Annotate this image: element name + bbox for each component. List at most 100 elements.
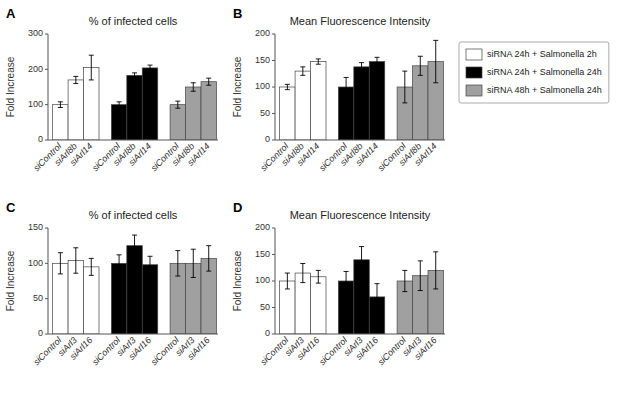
bar	[68, 80, 83, 140]
error-bar	[117, 102, 122, 108]
error-cap	[359, 71, 364, 72]
x-axis	[275, 334, 445, 335]
y-tick	[45, 228, 48, 229]
error-cap	[316, 64, 321, 65]
error-line	[404, 270, 405, 291]
y-axis-label: Fold Increase	[232, 56, 243, 117]
error-cap	[344, 290, 349, 291]
bar	[295, 71, 310, 140]
y-tick	[272, 281, 275, 282]
error-line	[75, 248, 76, 273]
error-cap	[206, 85, 211, 86]
panel: 050100150200siControlsiArl3siArl16siCont…	[232, 200, 445, 367]
error-cap	[300, 75, 305, 76]
legend-swatch	[466, 85, 482, 96]
panel-label: C	[6, 200, 16, 215]
title: Mean Fluorescence Intensity	[290, 209, 431, 221]
error-cap	[316, 270, 321, 271]
y-tick	[45, 334, 48, 335]
y-tick-label: 300	[28, 28, 43, 38]
error-cap	[375, 57, 380, 58]
error-line	[377, 57, 378, 65]
error-cap	[418, 75, 423, 76]
error-cap	[191, 82, 196, 83]
chart-canvas: 0100200300siControlsiArl8bsiArl14siContr…	[0, 0, 628, 411]
error-cap	[132, 256, 137, 257]
error-bar	[58, 253, 63, 274]
y-tick-label: 150	[255, 249, 270, 259]
y-tick	[272, 87, 275, 88]
x-tick-label: siArl16	[68, 335, 95, 362]
error-bar	[148, 256, 153, 273]
error-cap	[300, 282, 305, 283]
x-axis	[48, 140, 218, 141]
y-tick	[272, 254, 275, 255]
error-cap	[316, 283, 321, 284]
error-cap	[73, 83, 78, 84]
error-cap	[433, 251, 438, 252]
error-line	[302, 264, 303, 283]
error-line	[119, 255, 120, 272]
y-tick-label: 50	[260, 302, 270, 312]
error-bar	[132, 73, 137, 78]
error-cap	[433, 288, 438, 289]
bar	[311, 277, 326, 334]
y-axis-label: Fold Increase	[232, 250, 243, 311]
error-cap	[148, 65, 153, 66]
legend-frame	[459, 42, 609, 103]
y-tick-label: 100	[28, 258, 43, 268]
x-tick-label: siArl14	[185, 141, 212, 168]
error-cap	[433, 82, 438, 83]
error-line	[60, 253, 61, 274]
x-tick-label: siArl14	[412, 141, 439, 168]
y-tick	[272, 307, 275, 308]
panel: 050100150siControlsiArl3siArl16siControl…	[5, 200, 218, 367]
y-tick	[272, 228, 275, 229]
error-cap	[359, 62, 364, 63]
error-line	[346, 77, 347, 96]
error-bar	[418, 56, 423, 75]
error-cap	[89, 79, 94, 80]
y-axis	[48, 228, 49, 334]
panel: 050100150200siControlsiArl8bsiArl14siCon…	[232, 6, 445, 173]
error-cap	[206, 245, 211, 246]
error-cap	[285, 273, 290, 274]
error-line	[346, 271, 347, 290]
bar	[53, 105, 68, 140]
y-axis-label: Fold Increase	[5, 56, 16, 117]
error-cap	[191, 249, 196, 250]
panel: 0100200300siControlsiArl8bsiArl14siContr…	[5, 6, 218, 173]
plot-area	[280, 40, 444, 140]
error-bar	[175, 101, 180, 108]
y-tick-label: 0	[265, 328, 270, 338]
error-line	[404, 71, 405, 103]
y-tick-label: 150	[28, 222, 43, 232]
error-cap	[58, 273, 63, 274]
error-line	[318, 59, 319, 64]
error-cap	[316, 58, 321, 59]
plot-area	[53, 55, 217, 140]
error-line	[420, 261, 421, 291]
error-line	[193, 83, 194, 91]
x-tick-label: siArl16	[295, 335, 322, 362]
error-cap	[418, 290, 423, 291]
error-cap	[359, 246, 364, 247]
error-bar	[433, 40, 438, 82]
x-tick-label: siArl14	[354, 141, 381, 168]
error-cap	[375, 283, 380, 284]
y-axis	[48, 34, 49, 140]
error-bar	[285, 273, 290, 289]
error-bar	[433, 252, 438, 289]
y-tick	[45, 104, 48, 105]
y-tick-label: 0	[265, 134, 270, 144]
title: Mean Fluorescence Intensity	[290, 15, 431, 27]
error-cap	[117, 271, 122, 272]
y-tick	[272, 334, 275, 335]
error-bar	[359, 247, 364, 273]
legend-swatch	[466, 49, 482, 60]
error-bar	[117, 255, 122, 272]
y-tick-label: 50	[33, 293, 43, 303]
error-bar	[206, 78, 211, 85]
bar	[354, 67, 369, 140]
x-axis	[275, 140, 445, 141]
